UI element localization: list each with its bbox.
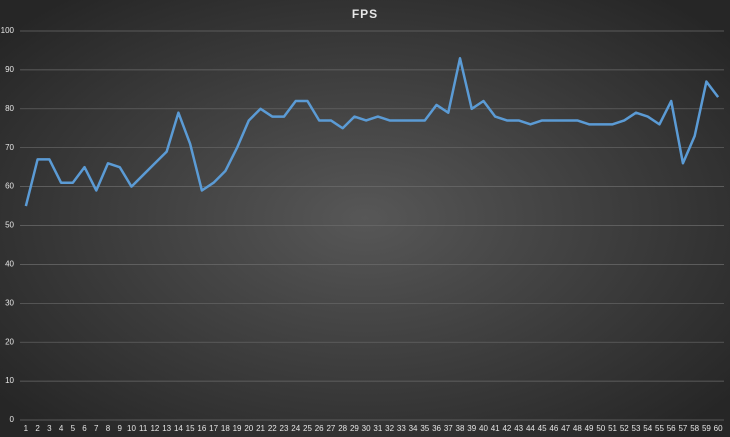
x-tick-label: 13: [162, 424, 171, 433]
x-tick-label: 26: [315, 424, 324, 433]
y-tick-label: 70: [5, 143, 14, 152]
x-tick-label: 11: [139, 424, 148, 433]
chart-title: FPS: [352, 7, 378, 21]
x-tick-label: 34: [409, 424, 418, 433]
x-tick-label: 47: [561, 424, 570, 433]
data-line: [24, 56, 720, 207]
x-tick-label: 21: [256, 424, 265, 433]
x-tick-label: 60: [714, 424, 723, 433]
x-tick-label: 53: [632, 424, 641, 433]
x-tick-label: 3: [47, 424, 52, 433]
x-tick-label: 37: [444, 424, 453, 433]
x-tick-label: 30: [362, 424, 371, 433]
x-tick-label: 44: [526, 424, 535, 433]
x-tick-label: 10: [127, 424, 136, 433]
x-tick-label: 17: [209, 424, 218, 433]
x-tick-label: 36: [432, 424, 441, 433]
y-tick-label: 10: [5, 376, 14, 385]
x-tick-label: 4: [59, 424, 64, 433]
x-tick-label: 6: [82, 424, 87, 433]
x-tick-label: 7: [94, 424, 99, 433]
y-tick-label: 20: [5, 337, 14, 346]
x-tick-label: 35: [420, 424, 429, 433]
x-tick-label: 33: [397, 424, 406, 433]
y-tick-label: 90: [5, 65, 14, 74]
x-tick-label: 22: [268, 424, 277, 433]
y-tick-label: 30: [5, 298, 14, 307]
x-tick-label: 2: [35, 424, 40, 433]
x-tick-label: 51: [608, 424, 617, 433]
x-tick-label: 25: [303, 424, 312, 433]
x-tick-label: 14: [174, 424, 183, 433]
x-tick-label: 32: [385, 424, 394, 433]
x-tick-label: 5: [71, 424, 76, 433]
x-tick-label: 38: [456, 424, 465, 433]
x-tick-label: 43: [514, 424, 523, 433]
x-tick-label: 18: [221, 424, 230, 433]
x-tick-label: 49: [585, 424, 594, 433]
x-tick-label: 23: [280, 424, 289, 433]
x-tick-label: 52: [620, 424, 629, 433]
x-tick-label: 24: [291, 424, 300, 433]
x-tick-label: 28: [338, 424, 347, 433]
x-tick-label: 58: [690, 424, 699, 433]
x-tick-label: 48: [573, 424, 582, 433]
x-tick-label: 46: [549, 424, 558, 433]
x-tick-label: 9: [118, 424, 123, 433]
x-tick-label: 27: [326, 424, 335, 433]
x-tick-label: 59: [702, 424, 711, 433]
y-tick-label: 50: [5, 221, 14, 230]
x-tick-label: 57: [678, 424, 687, 433]
x-tick-label: 15: [186, 424, 195, 433]
x-tick-label: 20: [244, 424, 253, 433]
x-tick-label: 56: [667, 424, 676, 433]
x-tick-label: 1: [24, 424, 29, 433]
y-tick-label: 40: [5, 260, 14, 269]
x-tick-label: 39: [467, 424, 476, 433]
y-tick-label: 100: [1, 26, 15, 35]
x-tick-label: 16: [197, 424, 206, 433]
x-tick-label: 40: [479, 424, 488, 433]
y-tick-label: 80: [5, 104, 14, 113]
x-tick-label: 29: [350, 424, 359, 433]
x-tick-label: 54: [643, 424, 652, 433]
x-tick-label: 8: [106, 424, 111, 433]
y-tick-label: 0: [10, 415, 15, 424]
x-tick-label: 42: [502, 424, 511, 433]
x-tick-label: 55: [655, 424, 664, 433]
x-tick-label: 50: [596, 424, 605, 433]
x-tick-label: 41: [491, 424, 500, 433]
y-tick-label: 60: [5, 182, 14, 191]
x-tick-label: 19: [233, 424, 242, 433]
x-tick-label: 45: [538, 424, 547, 433]
x-tick-label: 31: [373, 424, 382, 433]
x-tick-label: 12: [150, 424, 159, 433]
